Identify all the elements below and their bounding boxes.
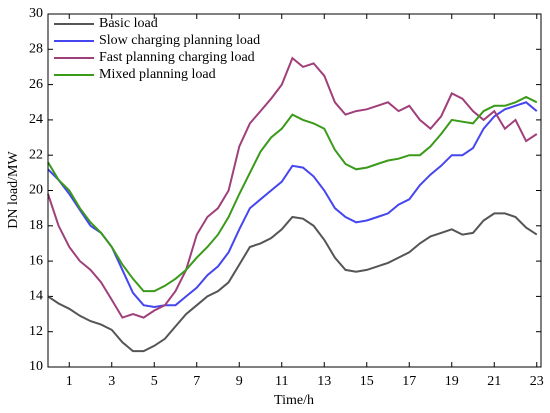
series-line	[47, 101, 538, 309]
y-tick-label: 12	[29, 324, 43, 339]
x-tick-label: 15	[360, 374, 374, 389]
y-tick-label: 28	[29, 42, 43, 57]
x-tick-label: 19	[445, 374, 459, 389]
y-tick-label: 10	[29, 359, 43, 374]
x-axis-label: Time/h	[274, 393, 314, 408]
x-tick-label: 23	[530, 374, 544, 389]
y-tick-label: 24	[29, 112, 43, 127]
series-line	[47, 212, 538, 353]
x-tick-label: 1	[66, 374, 73, 389]
x-tick-label: 5	[151, 374, 158, 389]
y-tick-label: 16	[29, 253, 43, 268]
y-tick-label: 18	[29, 218, 43, 233]
x-tick-label: 13	[317, 374, 331, 389]
plot-frame	[47, 13, 542, 368]
y-tick-label: 14	[29, 289, 43, 304]
series-line	[47, 56, 538, 319]
x-tick-label: 9	[236, 374, 243, 389]
x-tick-label: 3	[108, 374, 115, 389]
legend-label: Slow charging planning load	[99, 33, 260, 48]
y-tick-label: 26	[29, 77, 43, 92]
x-tick-label: 7	[193, 374, 200, 389]
x-tick-label: 17	[402, 374, 416, 389]
x-tick-label: 21	[487, 374, 501, 389]
legend-label: Basic load	[99, 16, 158, 31]
y-tick-label: 22	[29, 147, 43, 162]
x-tick-label: 11	[275, 374, 288, 389]
legend-label: Fast planning charging load	[99, 50, 255, 65]
y-tick-label: 20	[29, 183, 43, 198]
series-line	[47, 95, 538, 293]
y-tick-label: 30	[29, 6, 43, 21]
legend-label: Mixed planning load	[99, 67, 216, 82]
y-axis-label: DN load/MW	[6, 151, 21, 229]
